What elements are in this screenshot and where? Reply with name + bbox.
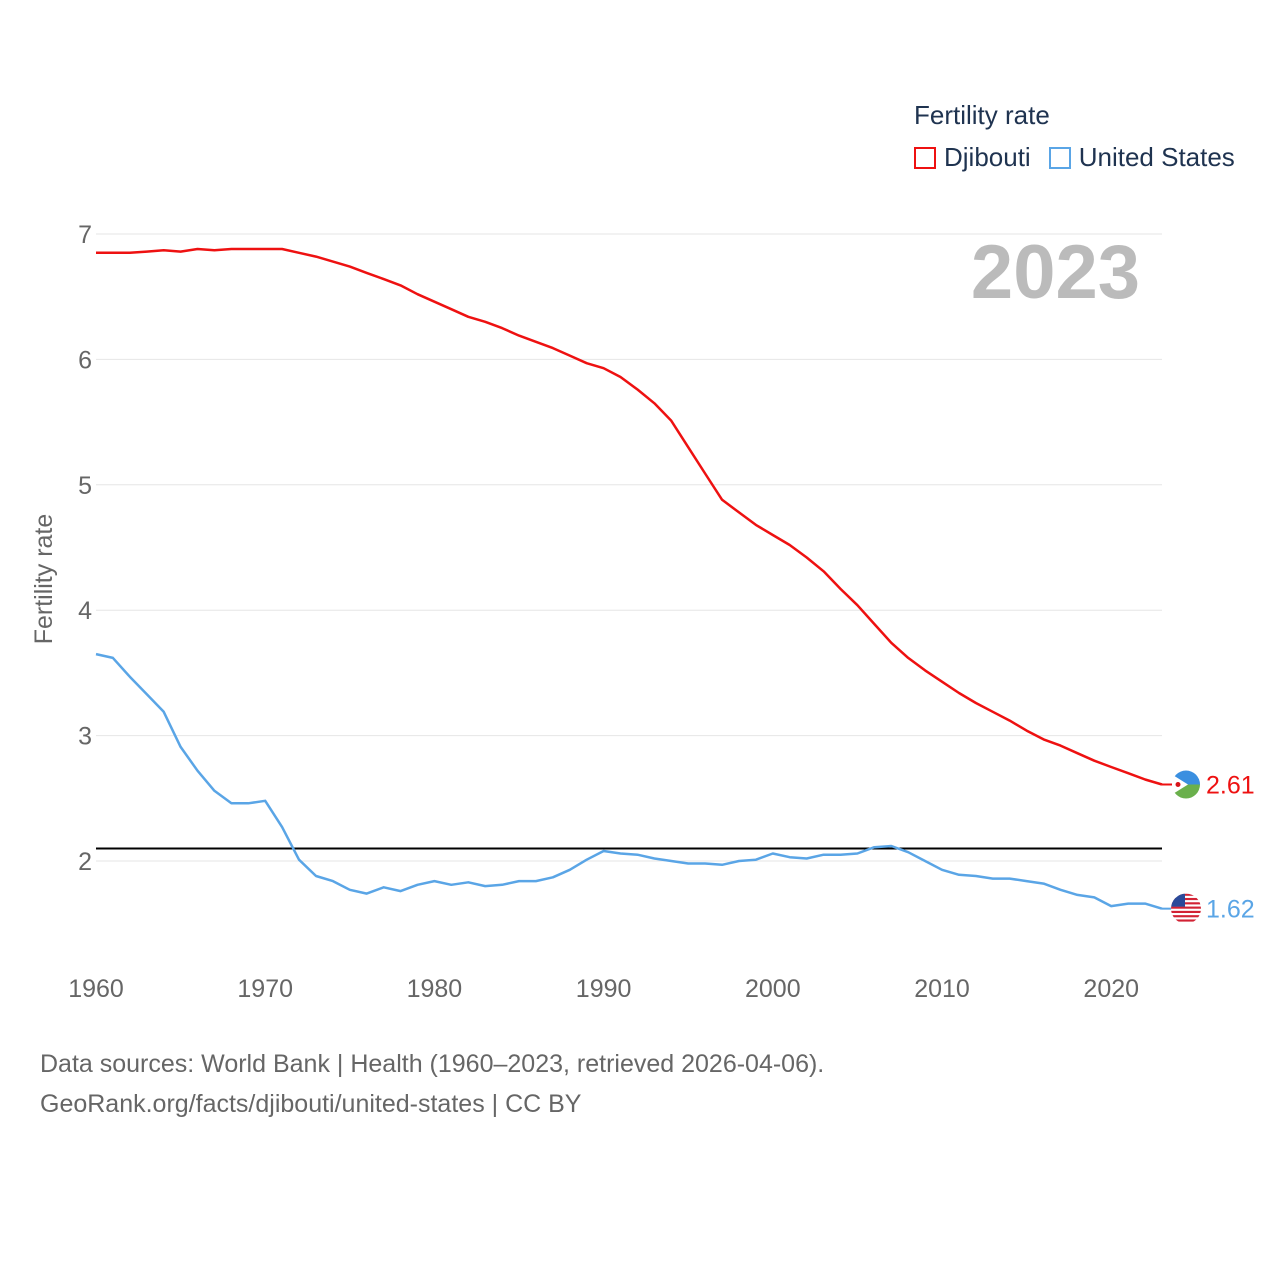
footer: Data sources: World Bank | Health (1960–… <box>40 1044 824 1124</box>
y-axis-title: Fertility rate <box>30 514 58 645</box>
y-tick-label: 5 <box>78 472 92 500</box>
y-tick-label: 2 <box>78 848 92 876</box>
end-markers: 2.61 1.62 <box>1162 770 1255 924</box>
y-tick-label: 3 <box>78 723 92 751</box>
flag-icon-djibouti <box>1162 770 1200 799</box>
y-axis-ticks: 2 3 4 5 6 7 <box>78 221 92 876</box>
legend-item-united-states[interactable]: United States <box>1048 142 1235 173</box>
x-tick-label: 1990 <box>576 975 632 1003</box>
x-tick-label: 2010 <box>914 975 970 1003</box>
gridlines <box>96 233 1162 862</box>
series-line-united-states[interactable] <box>95 652 1163 910</box>
series-lines <box>95 247 1163 910</box>
year-label: 2023 <box>971 230 1140 315</box>
x-axis-ticks: 1960 1970 1980 1990 2000 2010 2020 <box>68 975 1139 1003</box>
legend: Djibouti United States <box>914 142 1253 173</box>
y-tick-label: 6 <box>78 346 92 374</box>
legend-label-djibouti: Djibouti <box>944 142 1031 172</box>
x-tick-label: 1980 <box>407 975 463 1003</box>
x-tick-label: 2000 <box>745 975 801 1003</box>
end-value-label-united-states: 1.62 <box>1206 896 1255 924</box>
series-line-djibouti[interactable] <box>96 247 1163 786</box>
x-tick-label: 2020 <box>1083 975 1139 1003</box>
end-value-label-djibouti: 2.61 <box>1206 772 1255 800</box>
x-tick-label: 1960 <box>68 975 124 1003</box>
legend-title: Fertility rate <box>914 100 1050 130</box>
y-tick-label: 4 <box>78 597 92 625</box>
x-tick-label: 1970 <box>237 975 293 1003</box>
flag-icon-united-states <box>1162 893 1201 924</box>
legend-label-united-states: United States <box>1078 142 1235 172</box>
legend-swatch-united-states <box>1048 146 1071 169</box>
legend-swatch-djibouti <box>914 146 936 169</box>
data-source-text: Data sources: World Bank | Health (1960–… <box>40 1050 825 1078</box>
legend-item-djibouti[interactable]: Djibouti <box>914 142 1031 173</box>
source-url-text: GeoRank.org/facts/djibouti/united-states… <box>40 1090 582 1118</box>
y-tick-label: 7 <box>78 221 92 249</box>
